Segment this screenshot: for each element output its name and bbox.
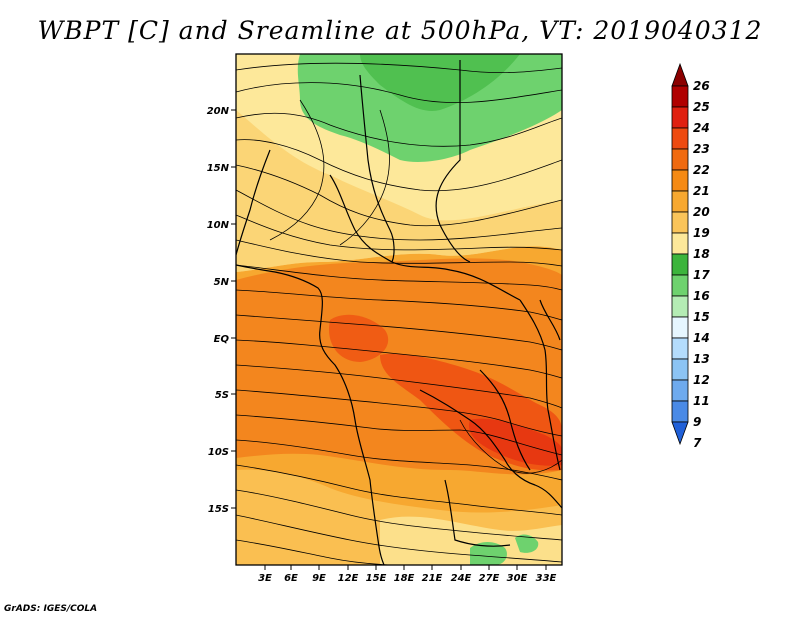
colorbar-label-22: 22 [693,163,710,177]
longitude-axis [264,565,547,570]
colorbar-label-18: 18 [693,247,710,261]
colorbar-label-24: 24 [693,121,710,135]
lon-label-3e: 3E [258,573,272,584]
colorbar-swatch-21 [671,169,689,192]
lon-label-6e: 6E [284,573,298,584]
colorbar-swatch-19 [671,211,689,234]
lat-label-10s: 10S [208,447,229,458]
colorbar-label-19: 19 [693,226,710,240]
colorbar-label-12: 12 [693,373,710,387]
colorbar-label-14: 14 [693,331,710,345]
lon-label-12e: 12E [338,573,359,584]
country-boundaries [236,60,562,565]
grads-credit: GrADS: IGES/COLA [4,604,98,614]
colorbar-swatch-9 [671,400,689,423]
colorbar-swatch-15 [671,295,689,318]
colorbar-swatch-20 [671,190,689,213]
colorbar-label-16: 16 [693,289,710,303]
colorbar-swatch-25 [671,85,689,108]
lon-label-21e: 21E [422,573,443,584]
lon-label-27e: 27E [479,573,500,584]
colorbar-label-17: 17 [693,268,710,282]
lat-label-5n: 5N [214,277,230,288]
colorbar-swatch-22 [671,148,689,171]
colorbar-swatch-11 [671,379,689,402]
colorbar-swatch-17 [671,253,689,276]
colorbar-label-15: 15 [693,310,710,324]
colorbar-swatch-14 [671,316,689,339]
colorbar-label-20: 20 [693,205,710,219]
lat-label-10n: 10N [207,220,230,231]
colorbar-label-21: 21 [693,184,710,198]
plot-frame [235,53,563,566]
colorbar-label-13: 13 [693,352,710,366]
colorbar-swatch-24 [671,106,689,129]
lat-label-eq: EQ [214,334,230,345]
colorbar-label-11: 11 [693,394,710,408]
colorbar-arrow-bottom [671,421,689,446]
colorbar-label-7: 7 [693,436,702,450]
colorbar-label-26: 26 [693,79,710,93]
lat-label-20n: 20N [207,106,230,117]
colorbar-label-9: 9 [693,415,701,429]
lon-label-30e: 30E [507,573,528,584]
streamlines [236,62,562,565]
lon-label-24e: 24E [451,573,472,584]
colorbar: 26 25 24 23 22 21 20 19 18 17 16 15 14 13 12 11 9 7 [671,62,710,450]
lon-label-33e: 33E [536,573,557,584]
colorbar-arrow-top [671,62,689,87]
lat-label-15s: 15S [208,504,229,515]
colorbar-swatch-13 [671,337,689,360]
colorbar-swatch-18 [671,232,689,255]
colorbar-label-23: 23 [693,142,710,156]
lon-label-9e: 9E [312,573,326,584]
lat-label-5s: 5S [215,390,229,401]
colorbar-swatch-12 [671,358,689,381]
map-title: WBPT [C] and Sreamline at 500hPa, VT: 20… [37,16,763,45]
lon-label-15e: 15E [366,573,387,584]
lon-label-18e: 18E [394,573,415,584]
lat-label-15n: 15N [207,163,230,174]
colorbar-swatch-16 [671,274,689,297]
colorbar-swatch-23 [671,127,689,150]
colorbar-label-25: 25 [693,100,710,114]
latitude-axis [231,109,236,509]
